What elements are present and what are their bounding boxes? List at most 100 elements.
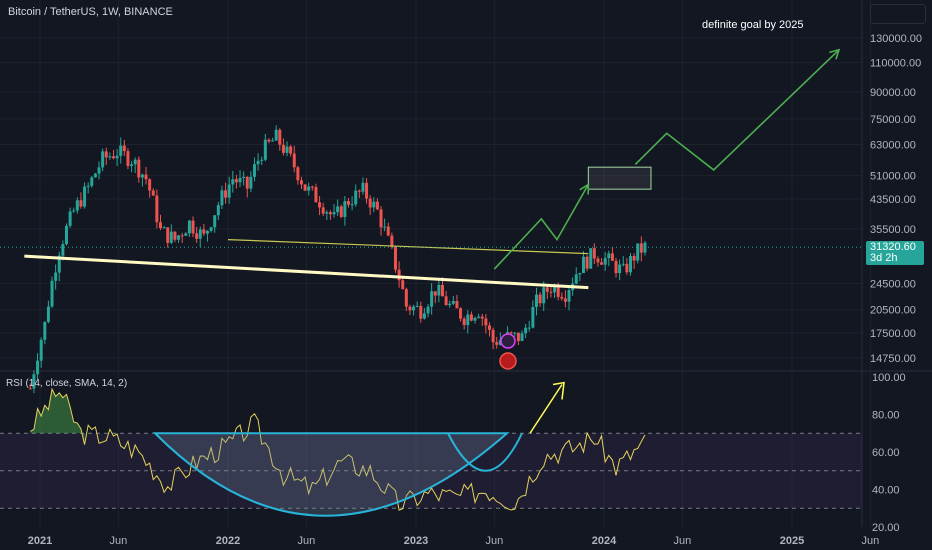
candle-body xyxy=(390,235,394,247)
candle-body xyxy=(148,179,152,191)
symbol-title: Bitcoin / TetherUS, 1W, BINANCE xyxy=(8,6,173,18)
candle-body xyxy=(155,195,159,223)
candle-body xyxy=(68,211,72,226)
candle xyxy=(412,304,416,316)
candle-body xyxy=(28,388,32,390)
candle-body xyxy=(260,159,264,161)
candle-body xyxy=(310,186,314,188)
rsi-title: RSI (14, close, SMA, 14, 2) xyxy=(6,378,128,389)
candle-body xyxy=(455,300,459,309)
candle xyxy=(574,267,578,285)
rsi-handle-drawing[interactable] xyxy=(447,432,523,472)
candle xyxy=(625,257,629,275)
rsi-tick-label: 100.00 xyxy=(872,372,906,384)
candle xyxy=(332,204,336,218)
candle-body xyxy=(216,205,220,216)
candle-body xyxy=(234,179,238,183)
time-tick-label: 2023 xyxy=(404,535,428,547)
projection-path[interactable] xyxy=(493,184,590,270)
candle xyxy=(513,332,517,337)
candle xyxy=(303,184,307,192)
candle-body xyxy=(628,256,632,273)
candle xyxy=(437,277,441,303)
candle xyxy=(426,303,430,318)
projection-path[interactable] xyxy=(634,49,840,171)
candle-body xyxy=(126,151,130,166)
candle-body xyxy=(632,256,636,261)
candle xyxy=(227,176,231,204)
candle-body xyxy=(639,243,643,253)
candle-body xyxy=(451,300,455,304)
candle xyxy=(354,184,358,207)
candle xyxy=(524,323,528,339)
candle-body xyxy=(119,145,123,156)
event-flag-icon[interactable] xyxy=(499,352,517,370)
candle-body xyxy=(332,212,336,215)
candle-body xyxy=(534,294,538,307)
candle-body xyxy=(191,220,195,234)
candle xyxy=(567,288,571,311)
candle-body xyxy=(130,164,134,166)
candle-body xyxy=(184,233,188,236)
rsi-cup-drawing[interactable] xyxy=(152,432,510,517)
candle-body xyxy=(574,274,578,284)
price-tick-label: 63000.00 xyxy=(870,140,916,152)
candle-body xyxy=(158,222,162,229)
candle-body xyxy=(46,306,50,322)
price-tick-label: 20500.00 xyxy=(870,305,916,317)
candle xyxy=(451,295,455,306)
candle xyxy=(83,182,87,209)
goal-annotation[interactable]: definite goal by 2025 xyxy=(702,19,804,31)
candle xyxy=(636,243,640,264)
candle xyxy=(473,316,477,324)
price-tick-label: 43500.00 xyxy=(870,194,916,206)
candle xyxy=(361,177,365,195)
time-tick-label: 2025 xyxy=(780,535,804,547)
rsi-arrow[interactable] xyxy=(529,384,563,434)
candle xyxy=(422,307,426,320)
support-trendline[interactable] xyxy=(24,254,589,290)
candle-body xyxy=(408,306,412,311)
candle xyxy=(202,223,206,236)
candle xyxy=(600,258,604,265)
candle xyxy=(578,272,582,282)
candle-body xyxy=(64,225,68,245)
candle-body xyxy=(238,177,242,183)
candle xyxy=(563,290,567,308)
candle-body xyxy=(166,227,170,243)
candle-body xyxy=(437,284,441,296)
candle-body xyxy=(195,233,199,239)
candle xyxy=(43,321,47,345)
candle xyxy=(137,156,141,183)
candle-body xyxy=(401,280,405,290)
candle-body xyxy=(177,235,181,240)
candle-body xyxy=(36,360,40,375)
candle-body xyxy=(365,182,369,199)
candle-body xyxy=(296,167,300,181)
candle-body xyxy=(336,206,340,213)
candle-body xyxy=(278,129,282,145)
candle-body xyxy=(412,306,416,311)
candle-body xyxy=(115,155,119,159)
price-tick-label: 14750.00 xyxy=(870,353,916,365)
candle xyxy=(184,231,188,236)
resistance-trendline[interactable] xyxy=(227,238,589,255)
candle-body xyxy=(368,198,372,208)
candle xyxy=(365,178,369,204)
candle-body xyxy=(415,305,419,307)
candle xyxy=(32,370,36,394)
candle xyxy=(101,148,105,172)
rsi-tick-label: 80.00 xyxy=(872,410,900,422)
candle xyxy=(173,231,177,243)
candle xyxy=(108,152,112,160)
toolbar-box[interactable] xyxy=(870,4,926,24)
target-zone[interactable] xyxy=(587,166,652,190)
candle-body xyxy=(592,248,596,259)
candle xyxy=(318,195,322,216)
candle xyxy=(133,157,137,174)
candle xyxy=(90,176,94,188)
event-lightning-icon[interactable] xyxy=(500,333,516,349)
candle xyxy=(459,307,463,322)
candle-body xyxy=(531,306,535,328)
